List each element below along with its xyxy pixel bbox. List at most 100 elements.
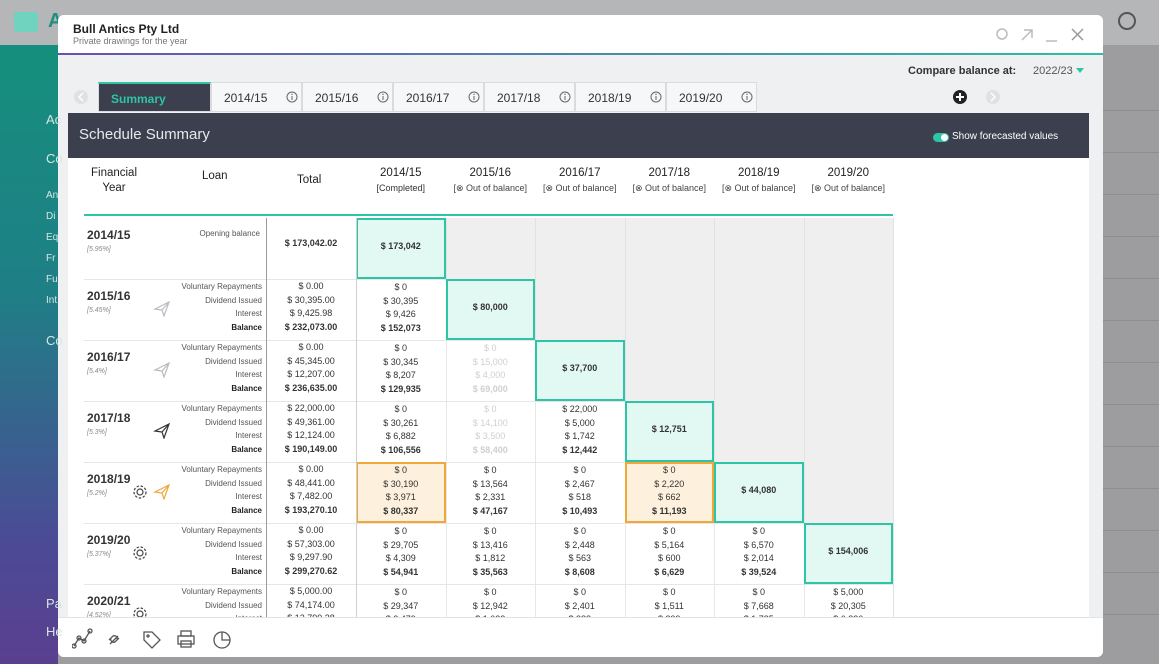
schedule-cell[interactable] [624, 401, 714, 462]
modal-subtitle: Private drawings for the year [73, 36, 188, 46]
info-icon[interactable] [559, 91, 571, 103]
total-value: $ 12,799.38 [266, 613, 356, 617]
row-icons[interactable] [132, 606, 182, 617]
cell-value: $ 11,193 [651, 505, 687, 516]
schedule-cell[interactable] [624, 584, 715, 617]
cell-value: $ 29,347 [383, 600, 419, 611]
row-icons[interactable] [132, 545, 182, 561]
schedule-cell[interactable] [445, 401, 536, 462]
schedule-cell[interactable] [535, 584, 625, 617]
schedule-cell[interactable] [445, 584, 536, 617]
loan-label: Voluntary Repayments [181, 587, 263, 596]
sidebar-label: Fu [46, 274, 58, 285]
column-divider [356, 218, 357, 617]
total-value: $ 22,000.00 [287, 403, 335, 413]
cell-value: $ 0 [662, 587, 676, 597]
row-icons[interactable] [132, 362, 182, 378]
schedule-cell[interactable] [803, 584, 894, 617]
toolbar-icons[interactable] [72, 628, 242, 650]
cell-value: $ 15,000 [472, 356, 508, 367]
sidebar [0, 45, 58, 664]
tabs-next[interactable] [985, 89, 1001, 105]
row-icons[interactable] [132, 301, 182, 317]
schedule-cell[interactable] [356, 218, 446, 279]
schedule-cell[interactable] [535, 401, 625, 462]
column-status: [⊗ Out of balance] [453, 183, 528, 193]
tab[interactable]: 2018/19 [575, 82, 666, 112]
column-year: 2017/18 [648, 167, 691, 179]
tab[interactable]: 2019/20 [666, 82, 757, 112]
schedule-cell[interactable] [445, 279, 535, 340]
schedule-cell[interactable] [445, 523, 536, 584]
cell-value: $ 3,500 [475, 431, 506, 441]
sidebar-label: Co [46, 151, 63, 166]
schedule-cell[interactable] [624, 523, 715, 584]
empty-cell [535, 279, 625, 340]
cell-value: $ 6,629 [654, 566, 685, 577]
row-icons[interactable] [132, 423, 182, 439]
schedule-cell[interactable] [714, 523, 804, 584]
row-year: 2020/21 [87, 594, 131, 608]
background-row [1103, 614, 1159, 615]
total-value: $ 45,345.00 [287, 355, 335, 366]
row-icons[interactable] [132, 484, 182, 500]
row-rate: [5.4%] [87, 368, 107, 375]
info-icon[interactable] [468, 91, 480, 103]
tab[interactable]: 2016/17 [393, 82, 484, 112]
total-value: $ 9,297.90 [289, 552, 333, 562]
loan-label: Voluntary Repayments [181, 404, 263, 413]
tab[interactable]: Summary [98, 82, 211, 112]
tab[interactable]: 2015/16 [302, 82, 393, 112]
tabs-prev[interactable] [73, 89, 89, 105]
loan-label: Dividend Issued [205, 478, 262, 488]
loan-label: Interest [235, 553, 262, 562]
cell-value: $ 5,000 [833, 587, 864, 597]
search-icon [1118, 12, 1136, 30]
schedule-cell[interactable] [714, 462, 804, 523]
cell-value: $ 1,511 [654, 600, 684, 611]
loan-label: Interest [150, 614, 262, 617]
grid-line [84, 340, 893, 341]
loan-label: Dividend Issued [205, 295, 262, 305]
sidebar-label: Co [46, 333, 63, 348]
info-icon[interactable] [650, 91, 662, 103]
cell-value: $ 58,400 [472, 444, 508, 455]
toggle-label: Show forecasted values [952, 131, 1059, 142]
schedule-cell[interactable] [803, 523, 893, 584]
window-controls[interactable] [994, 25, 1094, 45]
background-row [1103, 320, 1159, 321]
cell-value: $ 0 [394, 587, 407, 597]
column-year: 2016/17 [558, 167, 601, 179]
schedule-cell[interactable] [535, 340, 625, 401]
grid-line [84, 523, 893, 524]
toggle[interactable] [933, 133, 949, 142]
tab[interactable]: 2014/15 [211, 82, 302, 112]
modal-title: Bull Antics Pty Ltd [73, 22, 180, 36]
schedule-cell[interactable] [445, 340, 536, 401]
background-row [1103, 152, 1159, 153]
cell-value: $ 12,751 [651, 424, 687, 434]
cell-value: $ 4,000 [475, 370, 506, 380]
cell-value: $ 2,479 [356, 614, 446, 617]
compare-value[interactable]: 2022/23 [1033, 65, 1073, 77]
column-status: [⊗ Out of balance] [811, 183, 886, 193]
total-value: $ 193,270.10 [284, 504, 338, 515]
info-icon[interactable] [286, 91, 298, 103]
cell-value: $ 5,164 [654, 539, 685, 550]
cell-value: $ 388 [535, 614, 625, 617]
row-rate: [5.95%] [87, 246, 111, 253]
empty-cell [624, 279, 714, 340]
cell-value: $ 0 [394, 526, 407, 536]
schedule-cell[interactable] [535, 523, 625, 584]
cell-value: $ 2,331 [475, 492, 506, 502]
add-button[interactable] [952, 89, 968, 105]
schedule-cell[interactable] [624, 462, 714, 523]
info-icon[interactable] [741, 91, 753, 103]
header-financial-year: Financial Year [90, 167, 138, 194]
schedule-cell[interactable] [445, 462, 536, 523]
loan-label: Opening balance [199, 229, 261, 238]
schedule-cell[interactable] [535, 462, 625, 523]
schedule-cell[interactable] [714, 584, 804, 617]
info-icon[interactable] [377, 91, 389, 103]
